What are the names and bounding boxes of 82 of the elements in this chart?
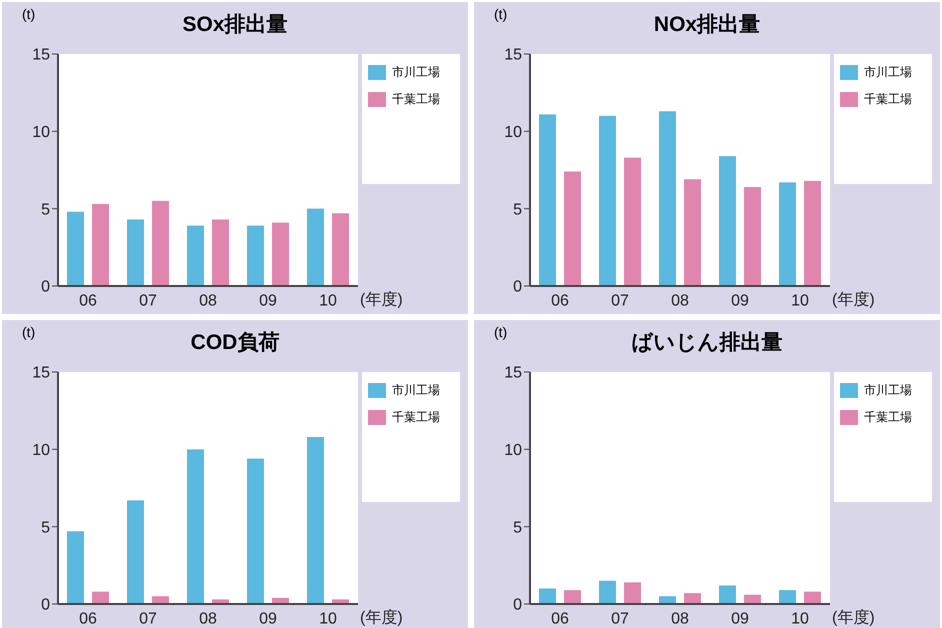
bar <box>624 158 641 286</box>
bar <box>67 212 84 286</box>
bar <box>564 172 581 286</box>
x-tick-label: 06 <box>551 292 569 310</box>
x-tick-label: 06 <box>79 610 97 628</box>
x-tick-label: 08 <box>671 292 689 310</box>
bar <box>247 458 264 604</box>
bar <box>659 111 676 286</box>
chart-title: COD負荷 <box>190 331 280 354</box>
bar <box>719 156 736 286</box>
bar <box>332 213 349 286</box>
legend-label: 千葉工場 <box>864 409 912 426</box>
y-tick-label: 15 <box>32 364 50 382</box>
x-tick-label: 08 <box>199 610 217 628</box>
x-axis-title: (年度) <box>360 608 403 627</box>
x-axis-title: (年度) <box>832 608 875 627</box>
bar <box>307 436 324 604</box>
y-tick-label: 10 <box>504 124 522 142</box>
bar <box>804 180 821 286</box>
bar <box>152 200 169 286</box>
bar <box>599 116 616 286</box>
legend-label: 市川工場 <box>392 382 440 399</box>
bar <box>539 114 556 286</box>
y-tick-label: 10 <box>504 442 522 460</box>
x-tick-label: 09 <box>731 610 749 628</box>
bar <box>779 182 796 286</box>
bar <box>92 204 109 286</box>
bar <box>127 500 144 604</box>
x-tick-label: 09 <box>259 292 277 310</box>
legend-label: 市川工場 <box>864 382 912 399</box>
bar <box>684 179 701 286</box>
x-tick-label: 09 <box>259 610 277 628</box>
legend-label: 市川工場 <box>864 64 912 81</box>
legend-label: 市川工場 <box>392 64 440 81</box>
bar <box>744 187 761 286</box>
bar <box>272 222 289 286</box>
y-tick-label: 0 <box>513 278 522 296</box>
bar <box>127 219 144 286</box>
y-axis-title: (t) <box>494 6 508 22</box>
x-tick-label: 10 <box>319 610 337 628</box>
x-tick-label: 10 <box>791 610 809 628</box>
bar <box>307 208 324 286</box>
chart-title: SOx排出量 <box>182 13 288 36</box>
x-tick-label: 07 <box>139 610 157 628</box>
bar <box>67 531 84 604</box>
bar <box>212 219 229 286</box>
y-tick-label: 15 <box>504 364 522 382</box>
x-axis-title: (年度) <box>832 290 875 309</box>
x-tick-label: 08 <box>199 292 217 310</box>
x-axis-title: (年度) <box>360 290 403 309</box>
y-axis-title: (t) <box>22 6 36 22</box>
y-tick-label: 15 <box>504 46 522 64</box>
x-tick-label: 07 <box>611 292 629 310</box>
chart-title: ばいじん排出量 <box>632 331 782 354</box>
legend-label: 千葉工場 <box>392 91 440 108</box>
x-tick-label: 06 <box>551 610 569 628</box>
legend-label: 千葉工場 <box>392 409 440 426</box>
y-axis-title: (t) <box>22 324 36 340</box>
x-tick-label: 10 <box>791 292 809 310</box>
y-axis-title: (t) <box>494 324 508 340</box>
y-tick-label: 5 <box>513 519 522 536</box>
y-tick-label: 0 <box>41 278 50 296</box>
chart-title: NOx排出量 <box>654 13 760 36</box>
bar <box>92 592 109 604</box>
legend-label: 千葉工場 <box>864 91 912 108</box>
x-tick-label: 09 <box>731 292 749 310</box>
y-tick-label: 0 <box>513 596 522 614</box>
x-tick-label: 08 <box>671 610 689 628</box>
x-tick-label: 07 <box>611 610 629 628</box>
y-tick-label: 10 <box>32 124 50 142</box>
x-tick-label: 07 <box>139 292 157 310</box>
y-tick-label: 10 <box>32 442 50 460</box>
x-tick-label: 10 <box>319 292 337 310</box>
y-tick-label: 0 <box>41 596 50 614</box>
bar <box>187 449 204 604</box>
x-tick-label: 06 <box>79 292 97 310</box>
bar <box>247 226 264 286</box>
y-tick-label: 5 <box>41 519 50 536</box>
y-tick-label: 5 <box>513 201 522 218</box>
y-tick-label: 15 <box>32 46 50 64</box>
y-tick-label: 5 <box>41 201 50 218</box>
bar <box>187 226 204 286</box>
